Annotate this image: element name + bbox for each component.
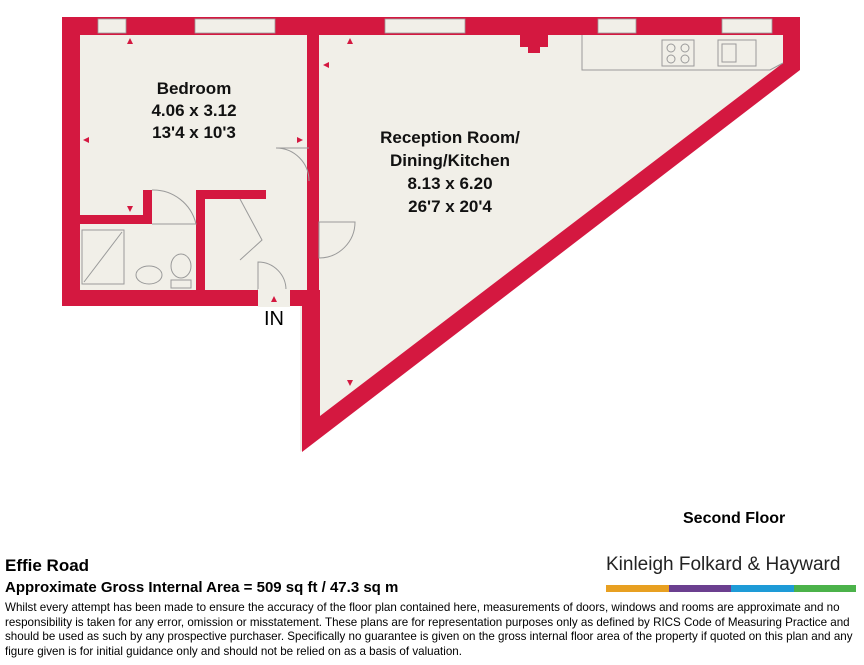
hob-ring	[666, 54, 676, 64]
hob-ring	[680, 54, 690, 64]
brand-bar-segment	[668, 585, 731, 592]
bedroom-reception-wall	[307, 35, 319, 297]
reception-name-line2: Dining/Kitchen	[390, 151, 510, 170]
bedroom-imperial: 13'4 x 10'3	[152, 123, 236, 142]
window	[721, 18, 773, 34]
sink	[717, 39, 757, 67]
hall-door-swing	[239, 198, 263, 261]
hall-top-wall	[196, 190, 266, 199]
chimney-breast-inner	[528, 45, 540, 53]
toilet-bowl	[170, 253, 192, 279]
bedroom-door-swing	[275, 147, 310, 182]
bathroom-door-swing	[151, 189, 197, 225]
floor-plan	[62, 17, 800, 452]
bathroom-hall-wall	[196, 190, 205, 290]
internal-walls	[80, 35, 319, 297]
reception-metric: 8.13 x 6.20	[407, 174, 493, 193]
reception-imperial: 26'7 x 20'4	[408, 197, 492, 216]
bedroom-floor	[62, 17, 320, 306]
shower-diagonal	[83, 231, 123, 283]
shower-tray	[81, 229, 125, 285]
wash-basin	[135, 265, 163, 285]
arrow	[127, 206, 133, 212]
reception-name-line1: Reception Room/	[380, 128, 520, 147]
floor-label: Second Floor	[683, 510, 786, 527]
entrance-label: IN	[264, 308, 284, 330]
brand-bar-segment	[793, 585, 856, 592]
hall-stub-wall	[250, 190, 266, 199]
window	[97, 18, 127, 34]
arrow	[127, 38, 133, 44]
entrance-door-swing	[257, 261, 287, 291]
kitchen-fixtures	[581, 35, 784, 71]
arrow	[347, 38, 353, 44]
bedroom-name: Bedroom	[156, 79, 232, 98]
property-title: Effie Road	[5, 556, 90, 575]
gross-area: Approximate Gross Internal Area = 509 sq…	[5, 579, 399, 596]
toilet-cistern	[170, 279, 192, 289]
brand-logo: Kinleigh Folkard & Hayward	[606, 554, 841, 575]
brand-bar-segment	[731, 585, 794, 592]
hob	[661, 39, 695, 67]
arrow	[83, 137, 89, 143]
bedroom-metric: 4.06 x 3.12	[151, 101, 237, 120]
arrow	[347, 380, 353, 386]
window	[384, 18, 466, 34]
arrow	[297, 137, 303, 143]
brand-bar-segment	[606, 585, 669, 592]
bathroom-wall-stub	[143, 190, 152, 224]
measure-arrows	[83, 38, 353, 386]
arrow	[271, 296, 277, 302]
windows	[97, 18, 773, 34]
window	[597, 18, 637, 34]
bedroom-label: Bedroom 4.06 x 3.12 13'4 x 10'3	[104, 78, 284, 144]
chimney-breast	[520, 35, 548, 47]
bathroom-fixtures	[81, 229, 192, 289]
disclaimer: Whilst every attempt has been made to en…	[5, 601, 853, 658]
sink-bowl	[721, 43, 737, 63]
bedroom-bathroom-wall	[80, 215, 152, 224]
reception-label: Reception Room/ Dining/Kitchen 8.13 x 6.…	[340, 126, 560, 218]
window	[194, 18, 276, 34]
kitchen-counter	[581, 35, 784, 71]
arrow	[323, 62, 329, 68]
brand-color-bar	[606, 585, 856, 592]
reception-door-swing	[318, 221, 356, 259]
hob-ring	[666, 43, 676, 53]
hob-ring	[680, 43, 690, 53]
